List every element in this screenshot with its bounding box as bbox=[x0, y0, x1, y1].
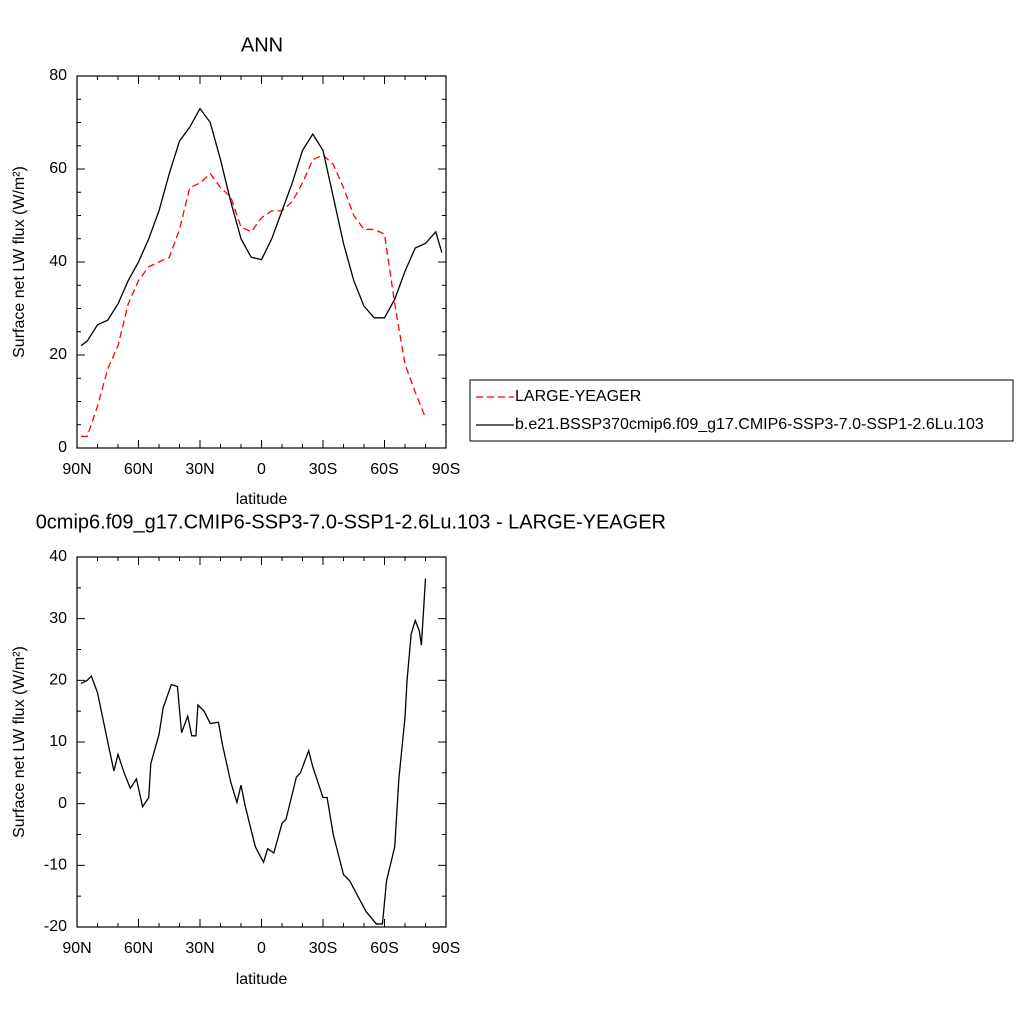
y-axis-label: Surface net LW flux (W/m²) bbox=[11, 166, 28, 358]
y-tick-label: 60 bbox=[49, 160, 67, 177]
y-tick-label: 10 bbox=[49, 733, 67, 750]
y-tick-label: 0 bbox=[58, 439, 67, 456]
y-axis-label: Surface net LW flux (W/m²) bbox=[11, 646, 28, 838]
y-tick-label: 80 bbox=[49, 67, 67, 84]
chart-title: ANN bbox=[241, 34, 283, 56]
x-tick-label: 60S bbox=[370, 461, 398, 478]
x-tick-label: 90S bbox=[432, 940, 460, 957]
data-line bbox=[80, 578, 427, 925]
plot-frame bbox=[76, 75, 447, 449]
x-tick-label: 90S bbox=[432, 461, 460, 478]
y-tick-label: -10 bbox=[44, 857, 67, 874]
y-tick-label: 0 bbox=[58, 795, 67, 812]
x-tick-label: 0 bbox=[257, 940, 266, 957]
x-tick-label: 30S bbox=[309, 461, 337, 478]
x-tick-label: 60N bbox=[124, 940, 153, 957]
data-line bbox=[81, 154, 427, 438]
y-tick-label: 40 bbox=[49, 253, 67, 270]
x-tick-label: 0 bbox=[257, 461, 266, 478]
legend-label: LARGE-YEAGER bbox=[515, 388, 641, 405]
y-tick-label: 40 bbox=[49, 548, 67, 565]
x-tick-label: 90N bbox=[62, 940, 91, 957]
y-tick-label: -20 bbox=[44, 918, 67, 935]
chart-title: 0cmip6.f09_g17.CMIP6-SSP3-7.0-SSP1-2.6Lu… bbox=[36, 511, 666, 533]
x-tick-label: 30N bbox=[185, 461, 214, 478]
x-tick-label: 30N bbox=[185, 940, 214, 957]
x-tick-label: 60N bbox=[124, 461, 153, 478]
y-tick-label: 20 bbox=[49, 346, 67, 363]
y-tick-label: 20 bbox=[49, 672, 67, 689]
data-line bbox=[80, 107, 443, 347]
legend-label: b.e21.BSSP370cmip6.f09_g17.CMIP6-SSP3-7.… bbox=[515, 416, 984, 433]
x-tick-label: 30S bbox=[309, 940, 337, 957]
x-tick-label: 60S bbox=[370, 940, 398, 957]
legend-box bbox=[469, 379, 1014, 442]
plot-frame bbox=[76, 556, 447, 928]
y-tick-label: 30 bbox=[49, 610, 67, 627]
x-axis-label: latitude bbox=[236, 971, 288, 988]
x-axis-label: latitude bbox=[236, 491, 288, 508]
x-tick-label: 90N bbox=[62, 461, 91, 478]
